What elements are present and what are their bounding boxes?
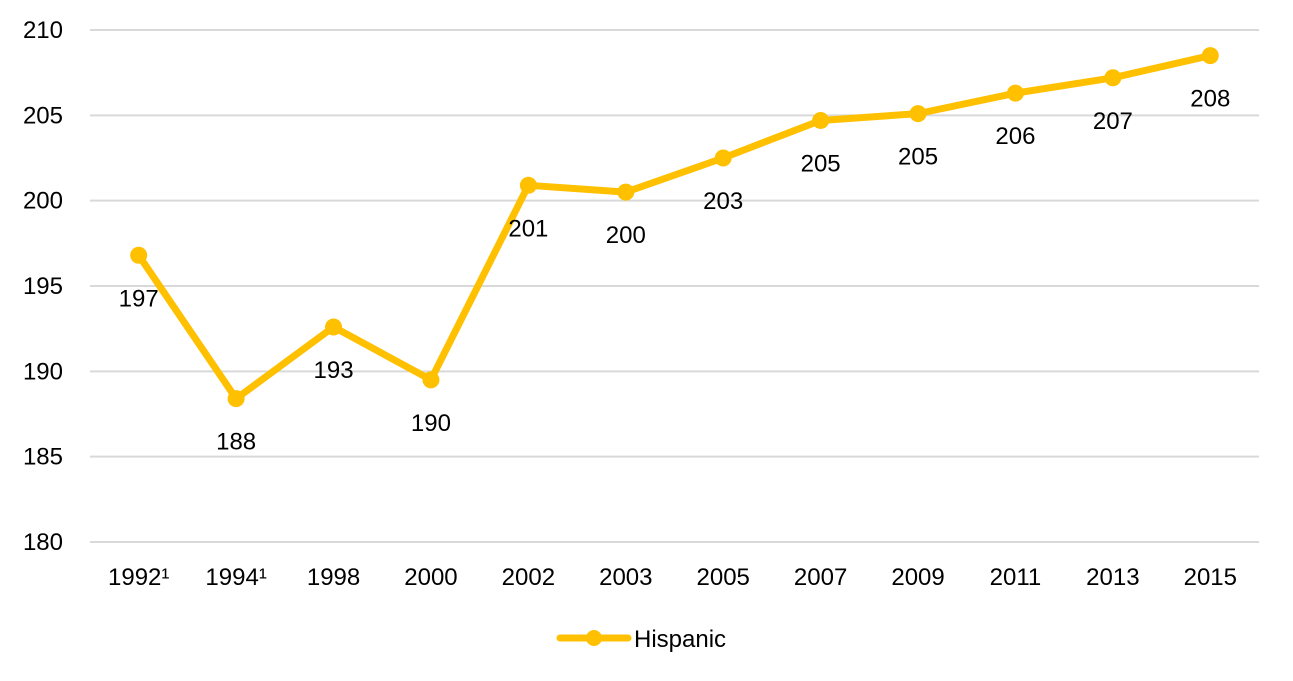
data-label: 207: [1093, 108, 1133, 135]
data-label: 193: [314, 357, 354, 384]
legend-label-hispanic: Hispanic: [634, 626, 726, 653]
data-point: [227, 390, 245, 408]
data-point: [325, 318, 343, 336]
y-tick-label: 195: [23, 273, 63, 300]
legend: Hispanic: [556, 626, 726, 653]
y-tick-label: 180: [23, 529, 63, 556]
x-axis-tick-labels: 1992¹ 1994¹ 1998 2000 2002 2003 2005 2007 2009 20…: [108, 564, 1237, 591]
x-tick-label: 2000: [404, 564, 457, 591]
data-label: 208: [1190, 86, 1230, 113]
data-label: 201: [508, 215, 548, 242]
data-labels: 197 188 193 190 201 200 203 205 205 206 207 208: [119, 86, 1231, 456]
data-label: 190: [411, 410, 451, 437]
series-hispanic: [130, 47, 1219, 408]
data-point: [1006, 84, 1024, 102]
x-tick-label: 2005: [697, 564, 750, 591]
y-tick-label: 210: [23, 17, 63, 44]
series-line: [135, 52, 1214, 403]
x-tick-label: 1992¹: [108, 564, 169, 591]
data-point: [812, 111, 830, 129]
x-tick-label: 2015: [1184, 564, 1237, 591]
data-point: [422, 371, 440, 389]
x-tick-label: 2007: [794, 564, 847, 591]
y-tick-label: 185: [23, 444, 63, 471]
data-label: 188: [216, 429, 256, 456]
x-tick-label: 2002: [502, 564, 555, 591]
x-tick-label: 1998: [307, 564, 360, 591]
y-tick-label: 205: [23, 102, 63, 129]
data-point: [130, 246, 148, 264]
gridlines: [90, 29, 1259, 543]
data-point: [519, 176, 537, 194]
data-label: 203: [703, 188, 743, 215]
y-axis-tick-labels: 180 185 190 195 200 205 210: [23, 17, 63, 556]
y-tick-label: 200: [23, 188, 63, 215]
data-point: [714, 149, 732, 167]
legend-marker: [586, 630, 602, 646]
data-label: 197: [119, 285, 159, 312]
y-tick-label: 190: [23, 358, 63, 385]
x-tick-label: 2009: [891, 564, 944, 591]
x-tick-label: 2003: [599, 564, 652, 591]
data-point: [1104, 69, 1122, 87]
x-tick-label: 2013: [1086, 564, 1139, 591]
x-tick-label: 1994¹: [205, 564, 266, 591]
data-label: 200: [606, 222, 646, 249]
x-tick-label: 2011: [990, 564, 1042, 591]
data-point: [1201, 47, 1219, 65]
data-point: [909, 105, 927, 123]
data-point: [617, 183, 635, 201]
data-label: 205: [801, 150, 841, 177]
data-label: 206: [995, 123, 1035, 150]
data-label: 205: [898, 144, 938, 171]
